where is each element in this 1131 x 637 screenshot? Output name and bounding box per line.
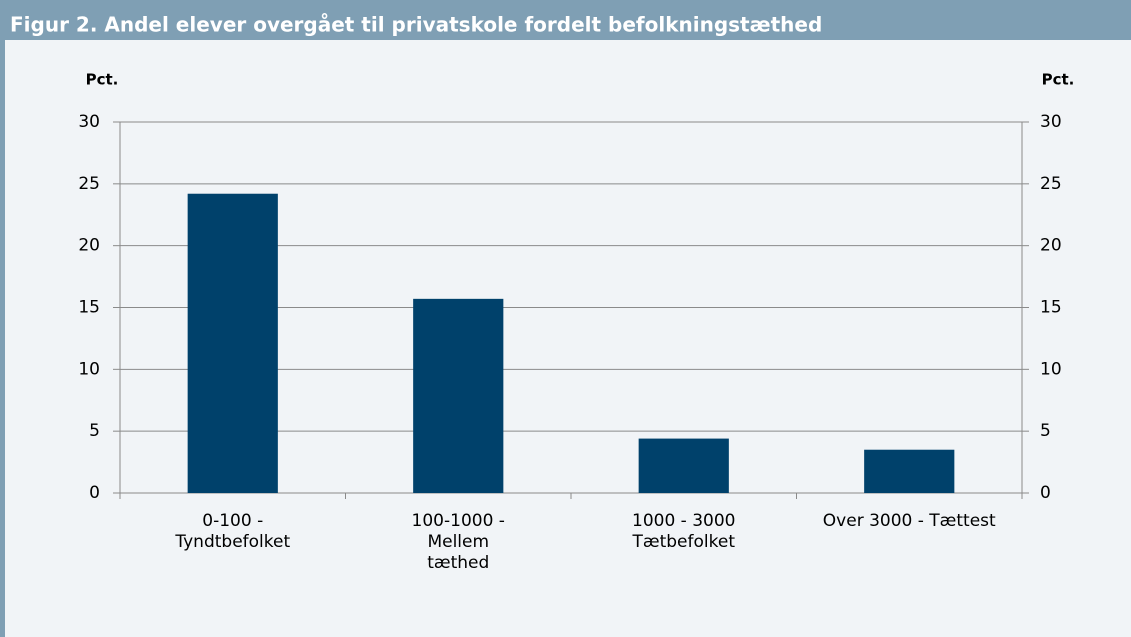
x-tick-label: Tyndtbefolket — [174, 532, 290, 552]
y2-tick-label: 5 — [1040, 421, 1051, 441]
y2-tick-label: 25 — [1040, 174, 1062, 194]
x-tick-label: Tætbefolket — [632, 532, 736, 552]
y-tick-label: 30 — [78, 112, 100, 132]
y2-tick-label: 10 — [1040, 359, 1062, 379]
header-bar — [0, 0, 1131, 40]
bar — [638, 438, 729, 493]
bar — [187, 193, 278, 493]
bar — [864, 449, 955, 493]
x-tick-label: Over 3000 - Tættest — [823, 511, 996, 531]
y2-tick-label: 0 — [1040, 483, 1051, 503]
y2-axis-label: Pct. — [1042, 71, 1075, 89]
y-tick-label: 15 — [78, 298, 100, 318]
chart-title: Figur 2. Andel elever overgået til priva… — [10, 13, 822, 37]
y-tick-label: 10 — [78, 359, 100, 379]
y-tick-label: 0 — [89, 483, 100, 503]
y-tick-label: 20 — [78, 236, 100, 256]
left-border — [0, 40, 5, 637]
y-tick-label: 25 — [78, 174, 100, 194]
x-tick-label: Mellem — [427, 532, 489, 552]
y2-tick-label: 15 — [1040, 298, 1062, 318]
x-tick-label: 1000 - 3000 — [632, 511, 735, 531]
y-axis-label: Pct. — [86, 71, 119, 89]
x-tick-label: 0-100 - — [202, 511, 263, 531]
y2-tick-label: 20 — [1040, 236, 1062, 256]
x-tick-label: tæthed — [427, 553, 489, 573]
y2-tick-label: 30 — [1040, 112, 1062, 132]
bar — [413, 298, 504, 493]
x-tick-label: 100-1000 - — [412, 511, 505, 531]
y-tick-label: 5 — [89, 421, 100, 441]
